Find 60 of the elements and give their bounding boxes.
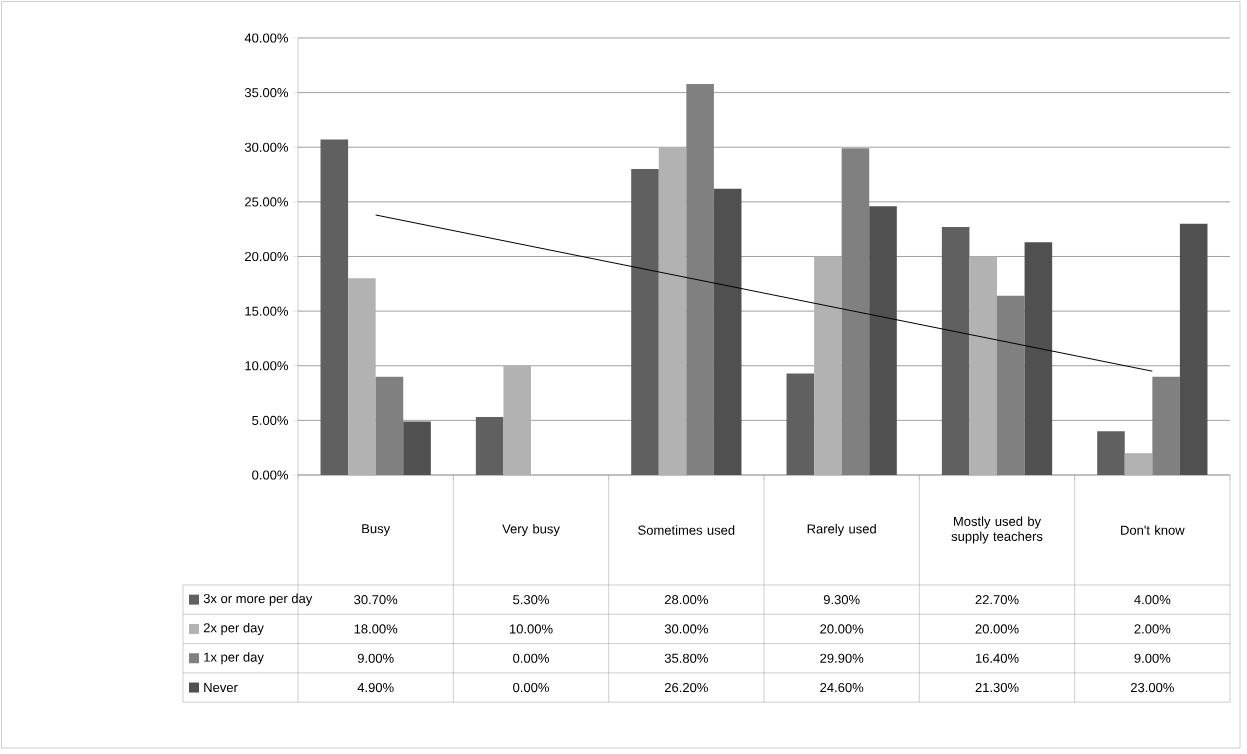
bar: [403, 421, 431, 475]
data-label: 21.30%: [975, 682, 1019, 693]
legend-label: 2x per day: [203, 622, 264, 635]
x-tick-label: Mostly used by supply teachers: [951, 516, 1043, 544]
y-tick-label: 30.00%: [244, 142, 289, 152]
data-label: 4.00%: [1134, 595, 1171, 605]
data-label: 16.40%: [975, 653, 1019, 663]
bar: [786, 373, 815, 475]
data-label: 18.00%: [354, 624, 398, 634]
data-label: 4.90%: [357, 682, 394, 693]
x-tick-label: Sometimes used: [638, 525, 735, 535]
y-tick-label: 0.00%: [252, 470, 289, 480]
data-label: 30.70%: [354, 595, 398, 605]
y-tick-label: 25.00%: [245, 197, 289, 207]
data-label: 29.90%: [820, 653, 864, 663]
data-label: 30.00%: [664, 624, 708, 634]
bar: [869, 206, 897, 475]
x-tick-label: Don't know: [1121, 525, 1185, 535]
bar: [1179, 223, 1208, 475]
bar: [658, 147, 687, 475]
data-label: 9.00%: [1134, 653, 1171, 663]
data-label: 20.00%: [820, 624, 864, 634]
data-label: 0.00%: [513, 682, 549, 693]
bar: [503, 365, 532, 475]
x-tick-label: Very busy: [502, 523, 560, 537]
y-tick-label: 15.00%: [245, 306, 289, 316]
x-tick-label: Rarely used: [807, 523, 876, 537]
y-tick-label: 40.00%: [244, 33, 289, 43]
data-label: 0.00%: [513, 653, 549, 663]
y-tick-label: 5.00%: [252, 415, 289, 425]
data-label: 5.30%: [513, 595, 549, 605]
data-label: 24.60%: [820, 682, 864, 693]
bar: [969, 256, 997, 475]
data-label: 22.70%: [975, 595, 1019, 605]
data-label: 9.30%: [823, 595, 860, 605]
y-tick-label: 10.00%: [245, 361, 289, 371]
y-tick-label: 20.00%: [245, 251, 289, 262]
legend-label: Never: [204, 683, 238, 693]
bar: [713, 188, 742, 475]
data-label: 28.00%: [664, 595, 708, 605]
bar: [1124, 453, 1153, 475]
data-label: 23.00%: [1130, 682, 1174, 693]
y-tick-label: 35.00%: [244, 88, 289, 98]
data-label: 2.00%: [1134, 624, 1171, 634]
legend-label: 3x or more per day: [203, 593, 313, 606]
bar: [1024, 242, 1053, 475]
bar: [348, 278, 376, 475]
bar: [1097, 431, 1125, 475]
data-label: 9.00%: [357, 653, 394, 663]
data-label: 20.00%: [975, 624, 1019, 634]
bar: [941, 227, 970, 475]
data-label: 35.80%: [664, 653, 708, 663]
data-label: 26.20%: [664, 682, 708, 693]
bar: [814, 256, 842, 475]
x-tick-label: Busy: [362, 524, 391, 536]
legend-label: 1x per day: [204, 652, 264, 665]
data-label: 10.00%: [509, 624, 553, 634]
bar: [320, 139, 349, 475]
bar: [475, 417, 504, 475]
bar: [631, 169, 659, 475]
